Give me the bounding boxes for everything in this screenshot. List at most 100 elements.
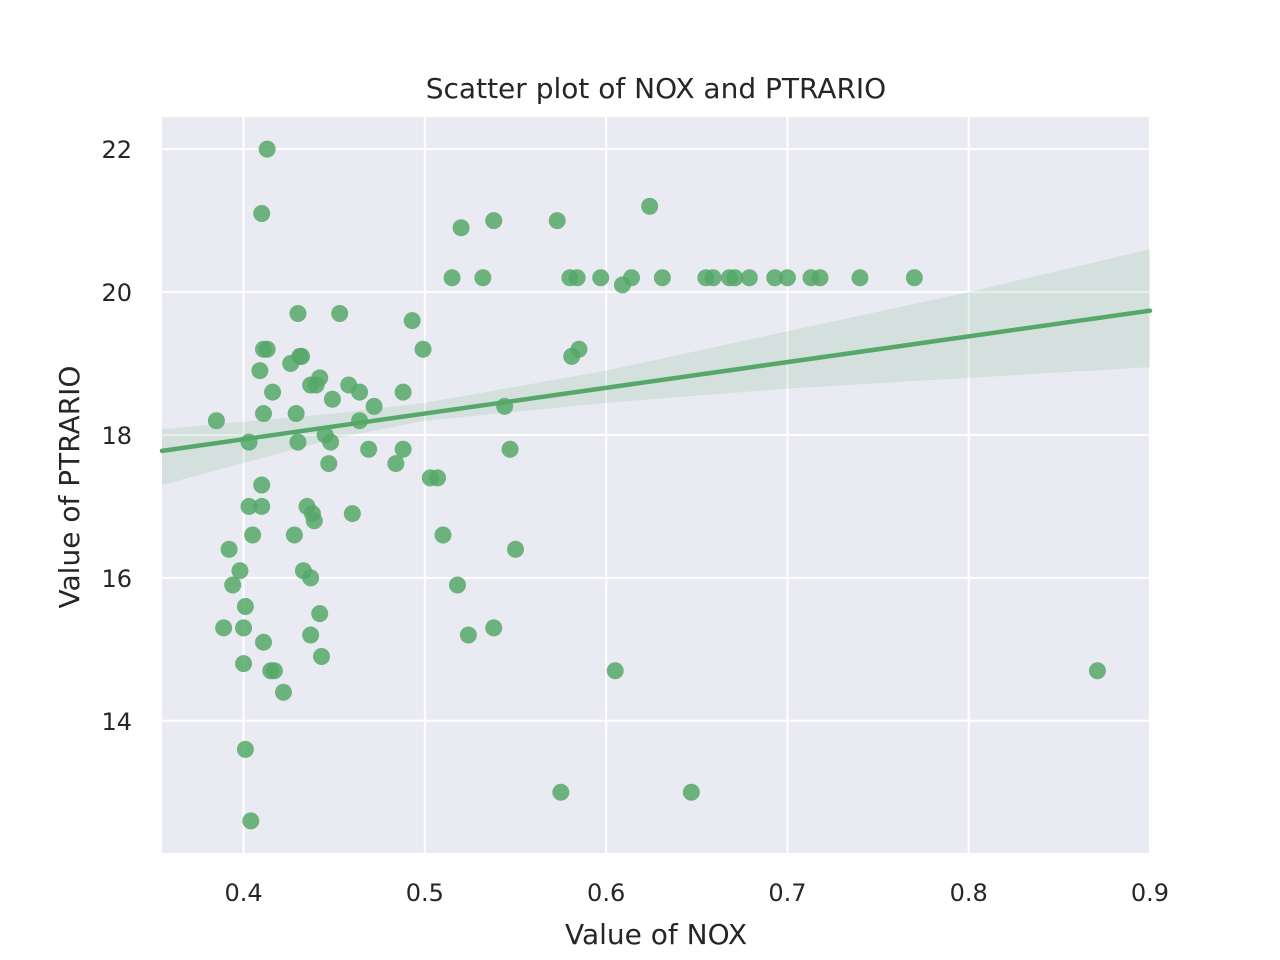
scatter-point: [394, 383, 412, 401]
scatter-point: [289, 305, 307, 323]
scatter-point: [403, 312, 421, 330]
scatter-point: [265, 662, 283, 680]
x-axis-label: Value of NOX: [565, 918, 747, 951]
scatter-point: [331, 305, 349, 323]
x-tick-label: 0.7: [768, 879, 806, 907]
y-axis-label: Value of PTRARIO: [53, 366, 86, 609]
scatter-point: [568, 269, 586, 287]
scatter-point: [394, 440, 412, 458]
scatter-point: [302, 626, 320, 644]
scatter-point: [414, 340, 432, 358]
chart-title: Scatter plot of NOX and PTRARIO: [426, 72, 886, 105]
x-tick-labels: 0.4 0.5 0.6 0.7 0.8 0.9: [224, 879, 1169, 907]
x-tick-label: 0.8: [950, 879, 988, 907]
grid-lines: [162, 117, 1151, 853]
scatter-point: [215, 619, 233, 637]
scatter-point: [251, 362, 269, 380]
scatter-point: [766, 269, 784, 287]
scatter-point: [387, 455, 405, 473]
scatter-point: [289, 433, 307, 451]
scatter-point: [240, 497, 258, 515]
scatter-point: [778, 269, 796, 287]
y-tick-label: 18: [101, 422, 132, 450]
scatter-point: [682, 783, 700, 801]
scatter-point: [235, 655, 253, 673]
scatter-point: [302, 569, 320, 587]
scatter-point: [726, 269, 744, 287]
scatter-point: [242, 812, 260, 830]
regression-line: [159, 308, 1153, 454]
scatter-point: [360, 440, 378, 458]
scatter-point: [207, 412, 225, 430]
scatter-point: [606, 662, 624, 680]
y-tick-label: 20: [101, 279, 132, 307]
scatter-point: [365, 397, 383, 415]
confidence-band: [162, 249, 1150, 485]
scatter-point: [351, 383, 369, 401]
scatter-point: [570, 340, 588, 358]
scatter-point: [343, 505, 361, 523]
scatter-point: [253, 497, 271, 515]
scatter-point: [740, 269, 758, 287]
scatter-point: [443, 269, 461, 287]
y-tick-labels: 14 16 18 20 22: [101, 136, 132, 736]
scatter-point: [231, 562, 249, 580]
scatter-point: [253, 204, 271, 222]
scatter-point: [448, 576, 466, 594]
scatter-point: [474, 269, 492, 287]
x-tick-label: 0.6: [587, 879, 625, 907]
scatter-point: [313, 647, 331, 665]
scatter-point: [255, 405, 273, 423]
scatter-point: [293, 347, 311, 365]
scatter-point: [274, 683, 292, 701]
scatter-point: [253, 476, 271, 494]
scatter-point: [285, 526, 303, 544]
scatter-point: [244, 526, 262, 544]
confidence-band-layer: [162, 249, 1150, 485]
y-tick-label: 16: [101, 565, 132, 593]
scatter-point: [323, 390, 341, 408]
scatter-point: [255, 633, 273, 651]
scatter-point: [429, 469, 447, 487]
y-tick-label: 14: [101, 708, 132, 736]
scatter-point: [224, 576, 242, 594]
data-points: [207, 140, 1106, 830]
scatter-point: [305, 512, 323, 530]
plot-area: [162, 117, 1150, 853]
scatter-point: [311, 369, 329, 387]
scatter-point: [1088, 662, 1106, 680]
scatter-point: [501, 440, 519, 458]
scatter-point: [653, 269, 671, 287]
scatter-point: [459, 626, 477, 644]
scatter-point: [905, 269, 923, 287]
scatter-point: [287, 405, 305, 423]
scatter-point: [236, 597, 254, 615]
scatter-point: [811, 269, 829, 287]
scatter-point: [704, 269, 722, 287]
scatter-point: [322, 433, 340, 451]
scatter-point: [220, 540, 238, 558]
scatter-point: [258, 140, 276, 158]
x-tick-label: 0.5: [406, 879, 444, 907]
scatter-point: [434, 526, 452, 544]
scatter-point: [258, 340, 276, 358]
scatter-point: [311, 605, 329, 623]
scatter-point: [552, 783, 570, 801]
scatter-point: [485, 619, 503, 637]
scatter-point: [235, 619, 253, 637]
scatter-point: [452, 219, 470, 237]
scatter-point: [592, 269, 610, 287]
regression-line-layer: [159, 308, 1153, 454]
scatter-point: [851, 269, 869, 287]
scatter-point: [264, 383, 282, 401]
scatter-point: [548, 212, 566, 230]
x-tick-label: 0.4: [224, 879, 262, 907]
scatter-point: [320, 455, 338, 473]
scatter-point: [623, 269, 641, 287]
y-tick-label: 22: [101, 136, 132, 164]
scatter-point: [507, 540, 525, 558]
scatter-point: [485, 212, 503, 230]
x-tick-label: 0.9: [1131, 879, 1169, 907]
